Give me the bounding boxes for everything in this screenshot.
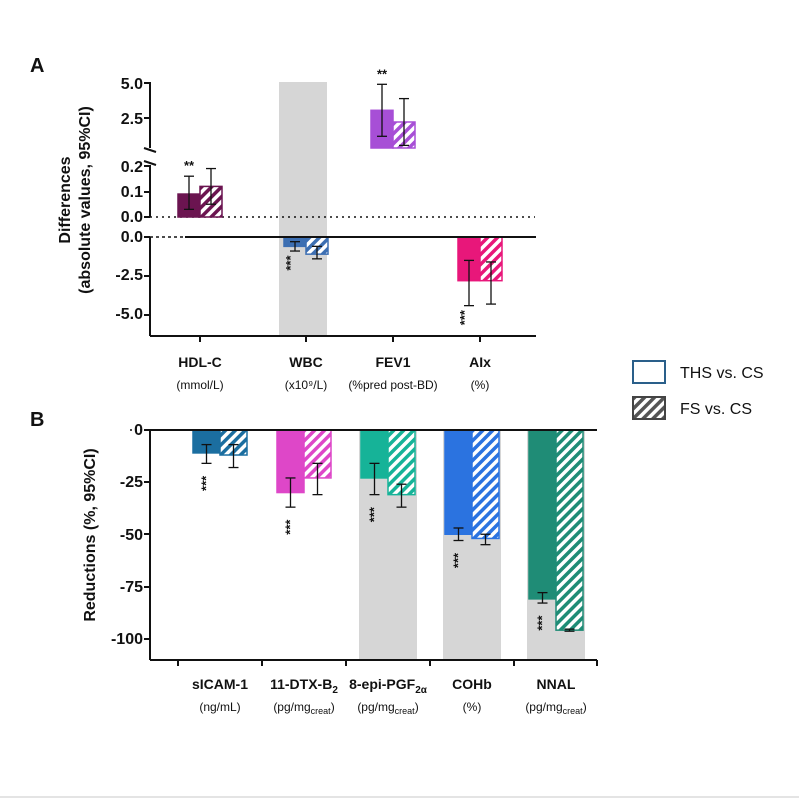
panel-a-ylabel-line1: Differences xyxy=(57,156,74,243)
a-tick-neg-2-5: -2.5 xyxy=(115,267,143,284)
sig-b-4: *** xyxy=(535,615,550,631)
legend-ths-label: THS vs. CS xyxy=(680,365,764,382)
b-tick-75: -75 xyxy=(120,579,143,596)
sig-b-1: *** xyxy=(283,519,298,535)
a-unit-wbc: (x10⁹/L) xyxy=(285,378,328,392)
b-unit-0: (ng/mL) xyxy=(199,700,240,714)
wbc-shade xyxy=(279,82,327,335)
a-tick-0-2: 0.2 xyxy=(121,159,143,176)
b-cat-0: sICAM-1 xyxy=(192,676,248,692)
panel-b-letter: B xyxy=(30,409,44,431)
b-cat-4: NNAL xyxy=(537,676,576,692)
sig-hdl-c: ** xyxy=(184,158,195,173)
panel-b-ylabel: Reductions (%, 95%CI) xyxy=(82,448,99,621)
b-cat-2: 8-epi-PGF2α xyxy=(349,676,428,696)
b-cat-3: COHb xyxy=(452,676,492,692)
b-unit-3: (%) xyxy=(463,700,482,714)
sig-fev1: ** xyxy=(377,66,388,81)
panel-b-plot: *** *** *** *** *** sICAM-1 (ng/mL) 11-DTX-B2 (p… xyxy=(130,429,598,716)
sig-b-3: *** xyxy=(451,552,466,568)
legend-fs-label: FS vs. CS xyxy=(680,401,752,418)
a-axis-break-1 xyxy=(143,147,157,153)
a-unit-fev1: (%pred post-BD) xyxy=(348,378,437,392)
a-cat-hdl-c: HDL-C xyxy=(178,354,222,370)
sig-b-0: *** xyxy=(199,475,214,491)
panel-a-ylabel-line2: (absolute values, 95%CI) xyxy=(77,106,94,294)
panel-a-letter: A xyxy=(30,55,44,77)
panel-a-plot: **********HDL-C(mmol/L)WBC(x10⁹/L)FEV1(%… xyxy=(143,66,536,392)
a-tick-neg-5: -5.0 xyxy=(115,306,143,323)
a-tick-0-0-mid: 0.0 xyxy=(121,209,143,226)
legend-fs-swatch xyxy=(632,396,666,420)
sig-aix: *** xyxy=(457,309,472,325)
a-tick-2-5: 2.5 xyxy=(121,111,143,128)
legend: THS vs. CS FS vs. CS xyxy=(632,360,764,420)
b-tick-25: -25 xyxy=(120,474,143,491)
bar-b-3-fs xyxy=(471,429,500,540)
a-tick-0-0-low: 0.0 xyxy=(121,229,143,246)
a-cat-wbc: WBC xyxy=(289,354,322,370)
a-cat-fev1: FEV1 xyxy=(375,354,410,370)
legend-ths-swatch xyxy=(632,360,666,384)
a-axis-break-2 xyxy=(143,160,157,166)
b-cat-1: 11-DTX-B2 xyxy=(270,676,338,696)
a-tick-5: 5.0 xyxy=(121,76,143,93)
bar-b-3-ths xyxy=(444,429,473,535)
bar-b-4-fs xyxy=(555,429,584,631)
b-tick-0: 0 xyxy=(134,422,143,439)
bar-b-4-ths xyxy=(528,429,557,600)
b-unit-2: (pg/mgcreat) xyxy=(357,700,418,716)
a-unit-aix: (%) xyxy=(471,378,490,392)
b-tick-100: -100 xyxy=(111,631,143,648)
b-unit-1: (pg/mgcreat) xyxy=(273,700,334,716)
a-tick-0-1: 0.1 xyxy=(121,184,143,201)
b-tick-50: -50 xyxy=(120,527,143,544)
sig-b-2: *** xyxy=(367,506,382,522)
b-unit-4: (pg/mgcreat) xyxy=(525,700,586,716)
sig-wbc: *** xyxy=(283,255,298,271)
a-unit-hdl-c: (mmol/L) xyxy=(176,378,223,392)
a-cat-aix: AIx xyxy=(469,354,491,370)
